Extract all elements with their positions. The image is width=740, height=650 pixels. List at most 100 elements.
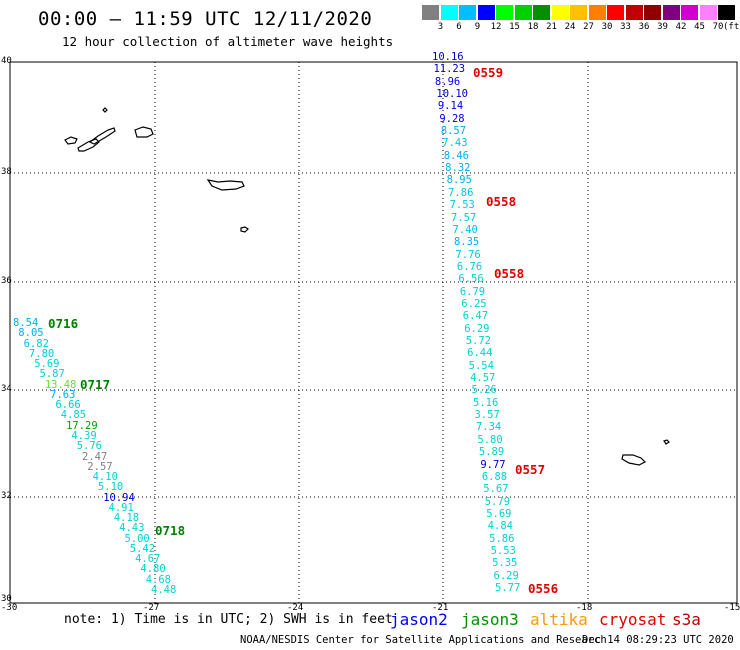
wave-height-value: 5.76: [76, 440, 102, 453]
wave-height-value: 7.86: [448, 186, 474, 199]
longitude-label: -30: [1, 603, 18, 613]
wave-height-value: 5.80: [477, 433, 503, 446]
island-outline: [663, 439, 670, 445]
wave-height-value: 5.54: [468, 359, 494, 372]
island-outline: [206, 179, 245, 191]
wave-height-value: 5.16: [473, 396, 499, 409]
legend-jason3: jason3: [461, 610, 519, 629]
colorbar-label: 30: [601, 22, 613, 32]
colorbar-swatch: [625, 5, 643, 20]
wave-height-value: 8.96: [434, 75, 461, 88]
wave-height-value: 4.68: [145, 573, 171, 586]
latitude-label: 30: [1, 594, 12, 604]
wave-height-value: 8.32: [445, 162, 471, 175]
island-outline: [621, 454, 647, 466]
wave-height-value: 5.42: [129, 542, 156, 555]
legend-cryosat: cryosat: [599, 610, 667, 629]
colorbar-label: 24: [564, 22, 576, 32]
latitude-label: 34: [1, 384, 12, 394]
wave-height-value: 7.80: [28, 347, 55, 360]
wave-height-value: 5.79: [484, 495, 511, 508]
wave-height-value: 4.43: [119, 522, 145, 535]
wave-height-value: 4.67: [135, 553, 161, 566]
longitude-label: -27: [143, 603, 160, 613]
wave-height-value: 11.23: [433, 63, 466, 76]
island-outline: [64, 136, 78, 145]
colorbar-swatch: [477, 5, 495, 20]
latitude-label: 36: [1, 276, 12, 286]
wave-height-value: 6.44: [467, 347, 493, 360]
longitude-label: -18: [576, 603, 593, 613]
wave-height-value: 8.54: [13, 317, 39, 329]
colorbar-swatch: [588, 5, 606, 20]
colorbar-swatch: [570, 5, 587, 20]
map-border: [9, 61, 738, 604]
wave-height-value: 6.76: [456, 260, 483, 273]
colorbar-label: 27: [583, 22, 594, 32]
latitude-label: 40: [1, 56, 12, 66]
colorbar-swatch: [699, 5, 717, 20]
colorbar-label: 36: [638, 22, 650, 32]
wave-height-value: 5.67: [483, 483, 509, 496]
wave-height-value: 10.10: [436, 88, 468, 101]
footnote: note: 1) Time is in UTC; 2) SWH is in fe…: [64, 612, 393, 627]
colorbar-label: 12: [490, 22, 502, 32]
colorbar-swatch: [662, 5, 680, 20]
latitude-label: 38: [1, 167, 12, 177]
track-time-label: 0556: [528, 581, 559, 596]
wave-height-value: 4.80: [140, 563, 166, 576]
colorbar-label: 9: [474, 22, 481, 32]
wave-height-value: 10.94: [103, 491, 135, 504]
legend-altika: altika: [530, 610, 588, 629]
wave-height-value: 4.57: [470, 372, 496, 385]
wave-height-value: 7.53: [449, 199, 475, 212]
wave-height-value: 4.39: [71, 429, 97, 442]
colorbar-label: 21: [546, 22, 557, 32]
legend-jason2: jason2: [390, 610, 448, 629]
longitude-label: -24: [287, 603, 304, 613]
colorbar-swatch: [644, 5, 661, 20]
colorbar-label: 33: [620, 22, 631, 32]
colorbar-label: 42: [675, 22, 687, 32]
latitude-label: 32: [1, 491, 12, 501]
colorbar-swatch: [514, 5, 532, 20]
colorbar-swatch: [496, 5, 513, 20]
wave-height-value: 2.47: [82, 450, 108, 463]
wave-height-value: 5.72: [465, 335, 491, 348]
wave-height-value: 4.48: [151, 584, 177, 596]
island-outline: [77, 138, 100, 152]
wave-height-value: 5.89: [478, 446, 505, 459]
wave-height-value: 9.28: [439, 112, 465, 125]
wave-height-value: 8.95: [446, 174, 472, 187]
wave-height-value: 6.79: [459, 285, 486, 298]
wave-height-value: 8.35: [453, 236, 480, 249]
island-outline: [102, 107, 108, 113]
wave-height-value: 5.53: [490, 544, 516, 557]
wave-height-value: 7.34: [475, 421, 502, 434]
wave-height-value: 4.85: [60, 409, 87, 422]
wave-height-value: 6.29: [464, 322, 490, 335]
wave-height-value: 5.10: [97, 481, 124, 494]
colorbar-label: 45: [694, 22, 705, 32]
wave-height-value: 8.05: [18, 327, 44, 340]
track-time-label: 0716: [48, 316, 79, 331]
track-time-label: 0558: [486, 194, 517, 209]
track-time-label: 0559: [473, 65, 504, 80]
colorbar-swatch: [440, 5, 458, 20]
generated-timestamp: Dec 14 08:29:23 UTC 2020: [582, 634, 734, 646]
wave-height-value: 4.18: [113, 512, 140, 525]
colorbar-swatch: [459, 5, 476, 20]
wave-height-value: 7.57: [451, 211, 477, 224]
wave-height-value: 6.25: [461, 297, 487, 310]
colorbar-label: 39: [657, 22, 668, 32]
wave-height-value: 4.10: [92, 471, 118, 484]
wave-height-value: 5.69: [486, 507, 512, 520]
wave-height-value: 8.46: [443, 149, 470, 162]
wave-height-value: 17.29: [66, 419, 98, 432]
wave-height-value: 7.40: [452, 223, 478, 236]
wave-height-value: 6.82: [23, 337, 49, 350]
island-outline: [134, 126, 154, 138]
credit-line: NOAA/NESDIS Center for Satellite Applica…: [240, 634, 607, 646]
colorbar-swatch: [422, 5, 439, 20]
